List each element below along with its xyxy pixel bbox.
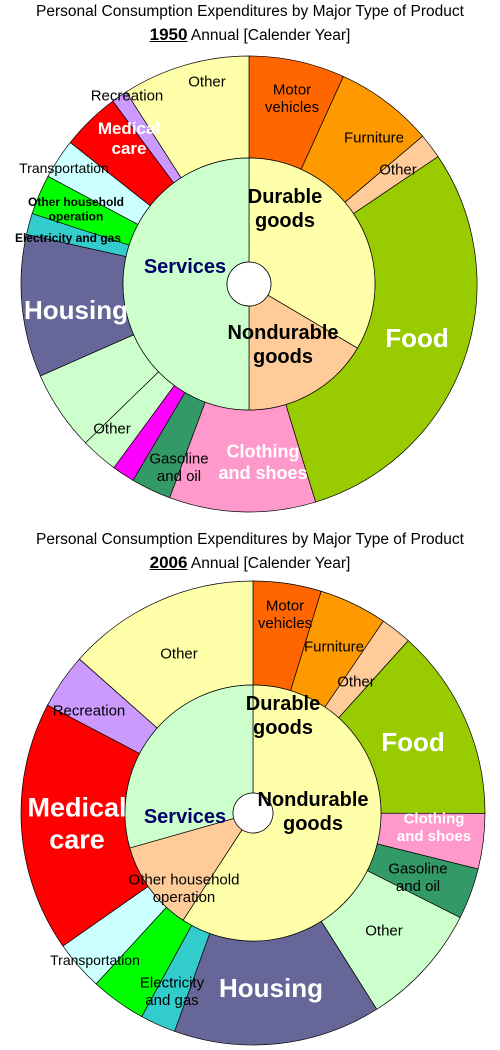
inner-label-durable-goods: Durable goods	[248, 186, 322, 232]
slice-labels: Services Durable goods Nondurable goods Motor…	[15, 73, 449, 485]
outer-label-electricity-and-gas: Electricity and gas	[15, 231, 121, 245]
outer-label-clothing-and-shoes: Clothing and shoes	[218, 442, 307, 483]
inner-ring	[122, 157, 376, 411]
outer-label-other-household-operation: Other household operation	[28, 195, 124, 223]
outer-label-other: Other	[93, 420, 131, 437]
inner-label-nondurable-goods: Nondurable goods	[257, 789, 368, 835]
outer-label-other: Other	[379, 161, 417, 178]
chart-year: 2006	[149, 553, 188, 572]
outer-label-food: Food	[381, 727, 445, 757]
outer-label-food: Food	[385, 323, 449, 353]
outer-label-furniture: Furniture	[344, 129, 404, 146]
chart-period: Annual [Calender Year]	[190, 27, 351, 44]
outer-label-furniture: Furniture	[304, 638, 364, 655]
outer-label-motor-vehicles: Motor vehicles	[258, 597, 312, 632]
outer-label-clothing-and-shoes: Clothing and shoes	[397, 810, 471, 845]
outer-label-gasoline-and-oil: Gasoline and oil	[149, 450, 208, 485]
slice-labels: Services Durable goods Nondurable goods Motor…	[27, 597, 471, 1009]
outer-label-other: Other	[365, 922, 403, 939]
chart-panel-2006: Personal Consumption Expenditures by Maj…	[0, 528, 500, 1048]
donut-hole	[232, 792, 274, 834]
outer-label-gasoline-and-oil: Gasoline and oil	[388, 860, 447, 895]
outer-label-medical-care: Medical care	[27, 793, 126, 855]
chart-year: 1950	[149, 25, 188, 44]
chart-subtitle: 1950 Annual [Calender Year]	[0, 25, 500, 45]
donut-chart-2006: Services Durable goods Nondurable goods Motor…	[20, 580, 486, 1046]
outer-label-other: Other	[188, 73, 226, 90]
chart-subtitle: 2006 Annual [Calender Year]	[0, 553, 500, 573]
inner-label-services: Services	[144, 256, 226, 278]
outer-label-housing: Housing	[219, 973, 323, 1003]
outer-label-recreation: Recreation	[91, 87, 164, 104]
outer-label-housing: Housing	[24, 295, 128, 325]
outer-label-medical-care: Medical care	[98, 119, 160, 158]
donut-chart-1950: Services Durable goods Nondurable goods Motor…	[15, 55, 478, 513]
inner-label-durable-goods: Durable goods	[246, 693, 320, 739]
inner-label-nondurable-goods: Nondurable goods	[227, 322, 338, 368]
chart-panel-1950: Personal Consumption Expenditures by Maj…	[0, 0, 500, 520]
outer-label-transportation: Transportation	[19, 160, 109, 176]
chart-title: Personal Consumption Expenditures by Maj…	[36, 531, 464, 548]
outer-label-transportation: Transportation	[50, 952, 140, 968]
outer-label-other: Other	[160, 645, 198, 662]
outer-label-other: Other	[337, 673, 375, 690]
outer-label-electricity-and-gas: Electricity and gas	[140, 974, 205, 1009]
outer-label-other-household-operation: Other household operation	[129, 871, 240, 906]
inner-label-services: Services	[144, 806, 226, 828]
outer-label-recreation: Recreation	[53, 702, 126, 719]
outer-ring	[20, 580, 486, 1046]
chart-title: Personal Consumption Expenditures by Maj…	[36, 3, 464, 20]
outer-ring	[20, 55, 478, 513]
outer-label-motor-vehicles: Motor vehicles	[265, 81, 319, 116]
chart-period: Annual [Calender Year]	[190, 555, 351, 572]
donut-hole	[226, 261, 272, 307]
